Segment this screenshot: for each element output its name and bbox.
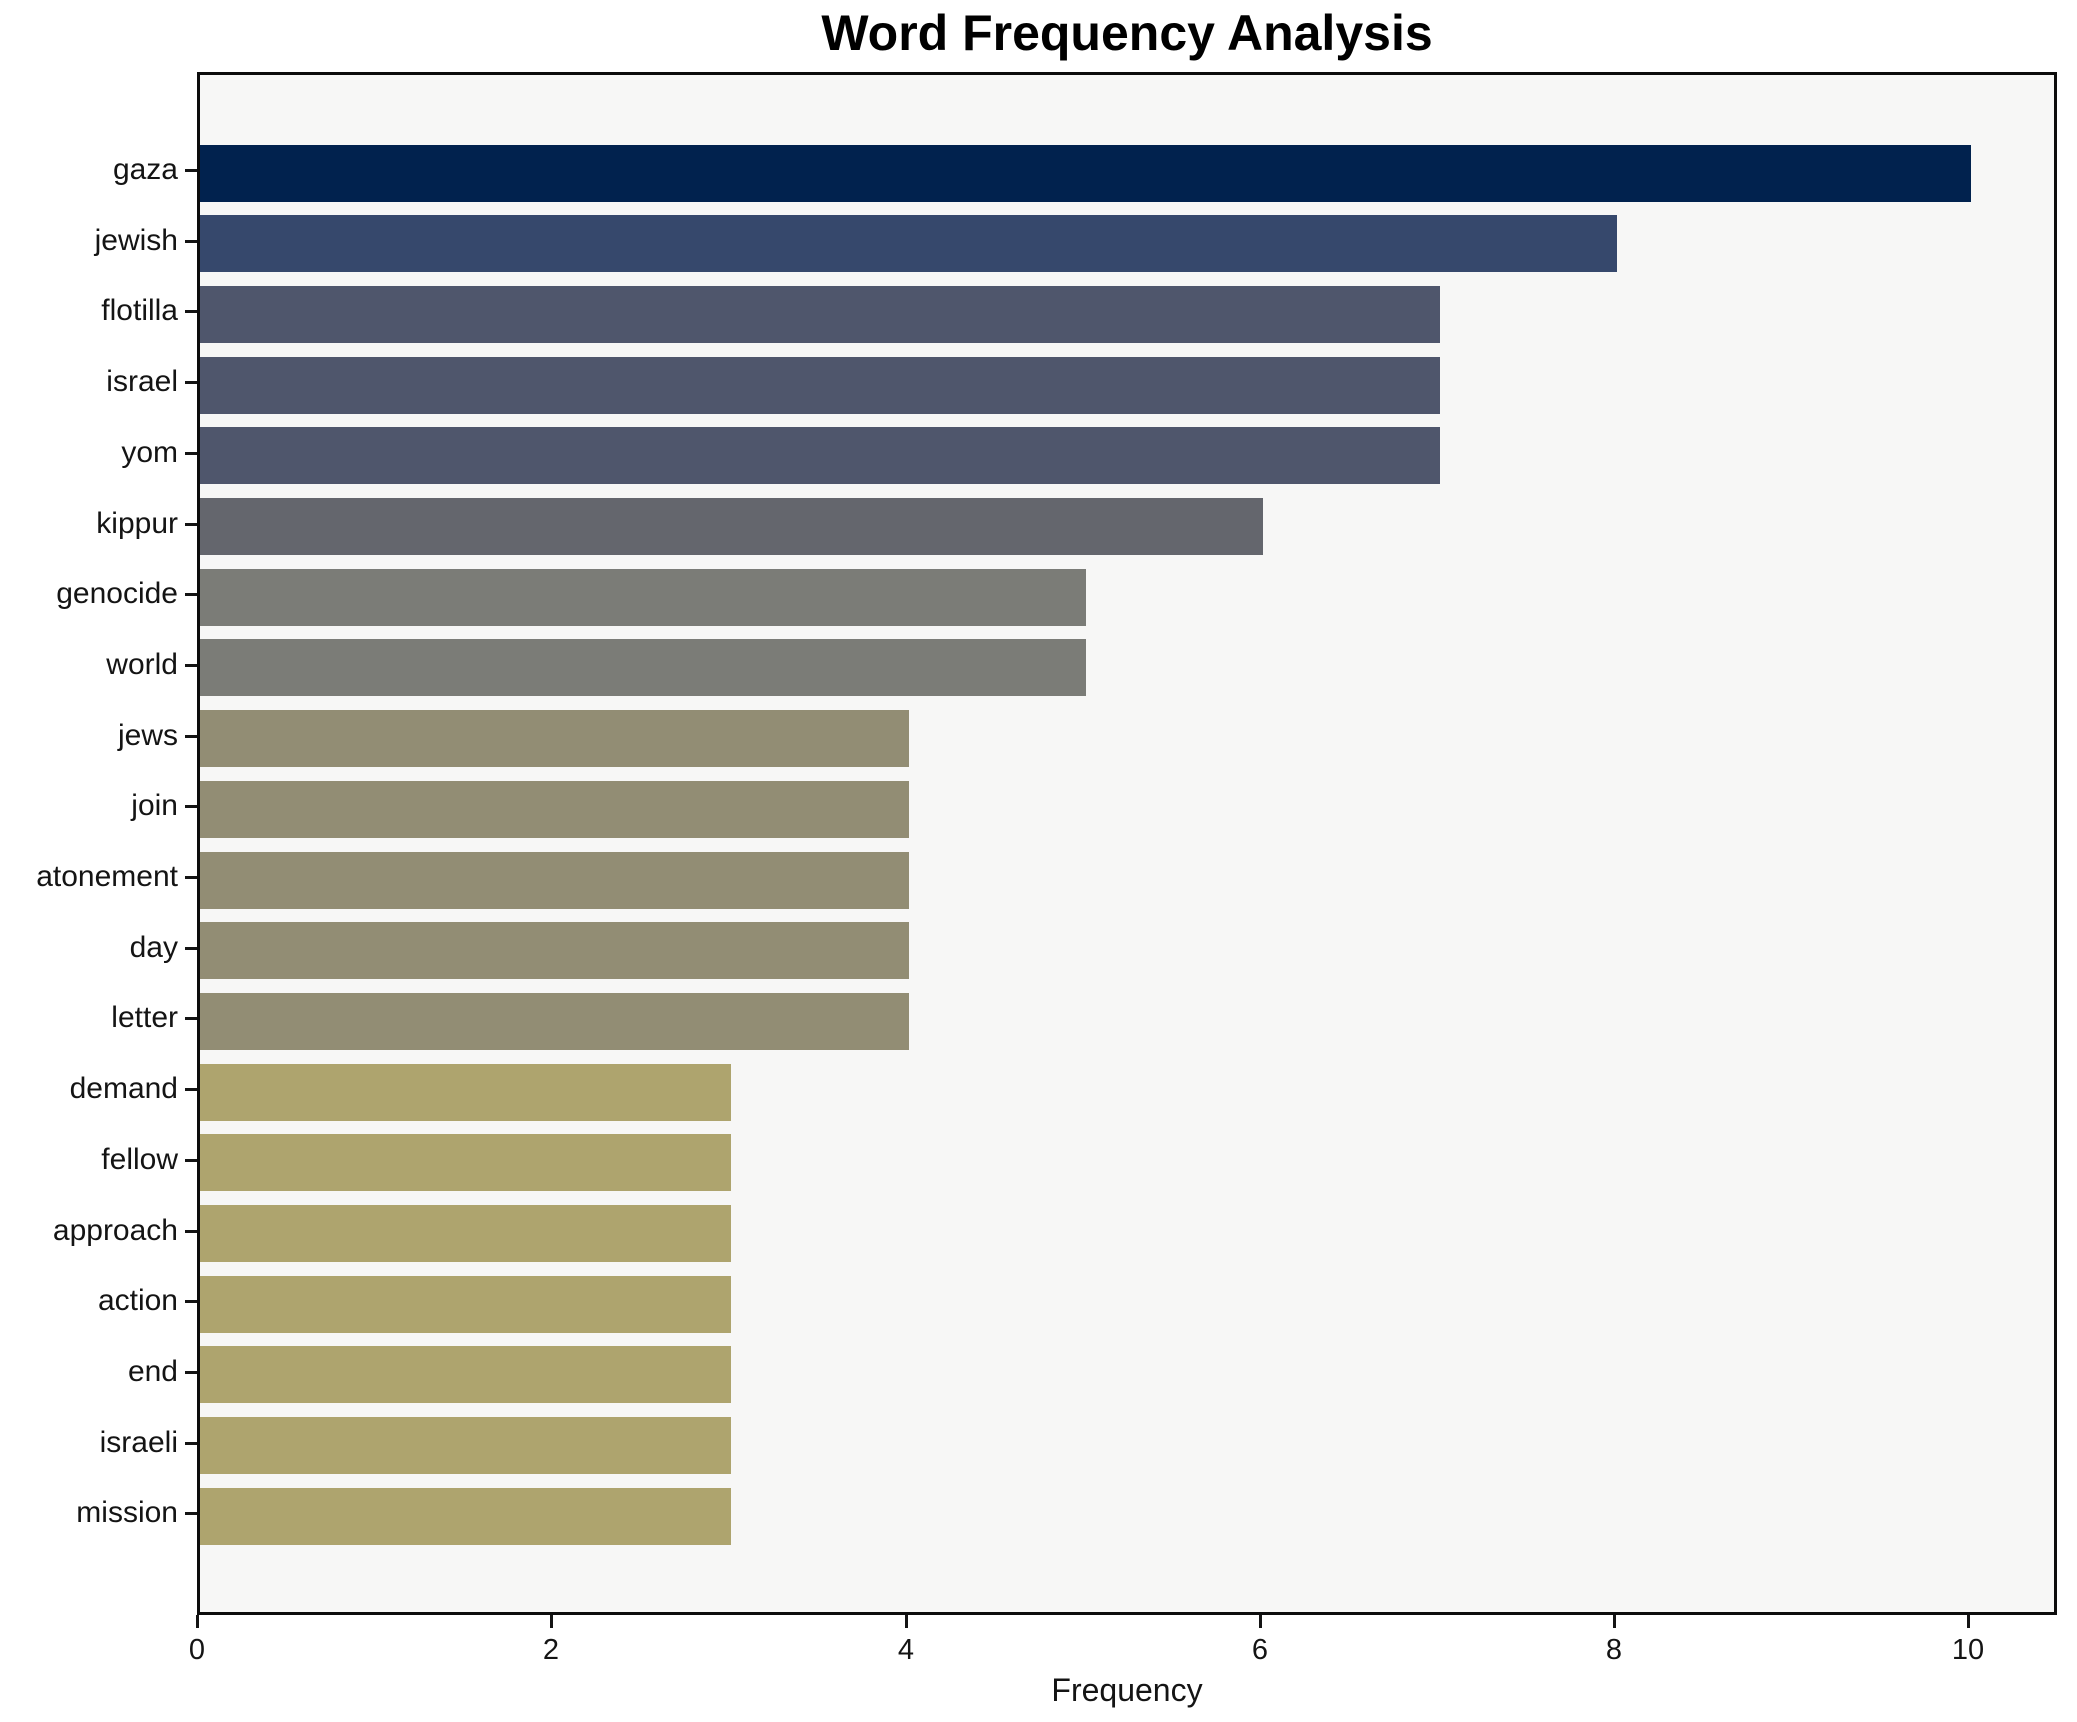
y-tick-label: demand [69, 1072, 178, 1105]
y-tick-label: letter [111, 1001, 178, 1034]
y-tick-mark [185, 452, 197, 455]
y-tick-mark [185, 1512, 197, 1515]
bar-approach [200, 1205, 731, 1262]
bar-genocide [200, 569, 1086, 626]
x-tick-label: 8 [1605, 1634, 1623, 1666]
bar-flotilla [200, 286, 1440, 343]
y-tick-mark [185, 593, 197, 596]
y-tick-mark [185, 1371, 197, 1374]
y-tick-mark [185, 876, 197, 879]
y-tick-mark [185, 523, 197, 526]
y-tick-label: action [97, 1284, 178, 1317]
x-tick-mark [196, 1615, 199, 1628]
bar-israel [200, 357, 1440, 414]
y-tick-label: israeli [99, 1426, 178, 1459]
bar-atonement [200, 852, 909, 909]
bar-mission [200, 1488, 731, 1545]
bar-gaza [200, 145, 1971, 202]
y-tick-mark [185, 664, 197, 667]
bar-world [200, 639, 1086, 696]
bar-join [200, 781, 909, 838]
x-tick-mark [1967, 1615, 1970, 1628]
y-tick-mark [185, 1159, 197, 1162]
y-tick-label: israel [106, 365, 178, 398]
y-tick-label: end [127, 1355, 178, 1388]
bar-demand [200, 1064, 731, 1121]
x-tick-label: 0 [188, 1634, 206, 1666]
bar-end [200, 1346, 731, 1403]
chart-title: Word Frequency Analysis [821, 5, 1433, 61]
x-tick-mark [1613, 1615, 1616, 1628]
y-tick-label: world [106, 648, 178, 681]
x-tick-mark [905, 1615, 908, 1628]
x-tick-label: 10 [1951, 1634, 1985, 1666]
y-tick-mark [185, 805, 197, 808]
y-tick-mark [185, 169, 197, 172]
y-tick-label: yom [121, 436, 178, 469]
y-tick-mark [185, 735, 197, 738]
y-tick-label: approach [52, 1214, 178, 1247]
y-tick-label: mission [76, 1496, 178, 1529]
y-tick-mark [185, 381, 197, 384]
bar-kippur [200, 498, 1263, 555]
y-tick-mark [185, 1017, 197, 1020]
y-tick-label: fellow [101, 1143, 178, 1176]
y-tick-label: genocide [56, 577, 178, 610]
y-tick-mark [185, 310, 197, 313]
bar-jews [200, 710, 909, 767]
bar-israeli [200, 1417, 731, 1474]
y-tick-label: gaza [112, 153, 178, 186]
y-tick-mark [185, 947, 197, 950]
x-tick-label: 2 [542, 1634, 560, 1666]
x-tick-mark [1259, 1615, 1262, 1628]
y-tick-label: join [131, 789, 178, 822]
y-tick-label: day [129, 931, 178, 964]
y-tick-mark [185, 240, 197, 243]
x-tick-label: 4 [897, 1634, 915, 1666]
y-tick-label: jews [117, 719, 178, 752]
bar-fellow [200, 1134, 731, 1191]
y-tick-mark [185, 1230, 197, 1233]
x-tick-label: 6 [1251, 1634, 1269, 1666]
y-tick-label: flotilla [101, 294, 178, 327]
plot-area [197, 72, 2057, 1615]
bar-yom [200, 427, 1440, 484]
y-tick-mark [185, 1300, 197, 1303]
bar-letter [200, 993, 909, 1050]
y-tick-mark [185, 1442, 197, 1445]
bar-jewish [200, 215, 1617, 272]
y-tick-label: kippur [96, 507, 178, 540]
y-tick-mark [185, 1088, 197, 1091]
x-axis-label: Frequency [1051, 1672, 1203, 1708]
y-tick-label: jewish [94, 224, 178, 257]
bar-action [200, 1276, 731, 1333]
y-tick-label: atonement [36, 860, 178, 893]
bar-day [200, 922, 909, 979]
x-tick-mark [550, 1615, 553, 1628]
